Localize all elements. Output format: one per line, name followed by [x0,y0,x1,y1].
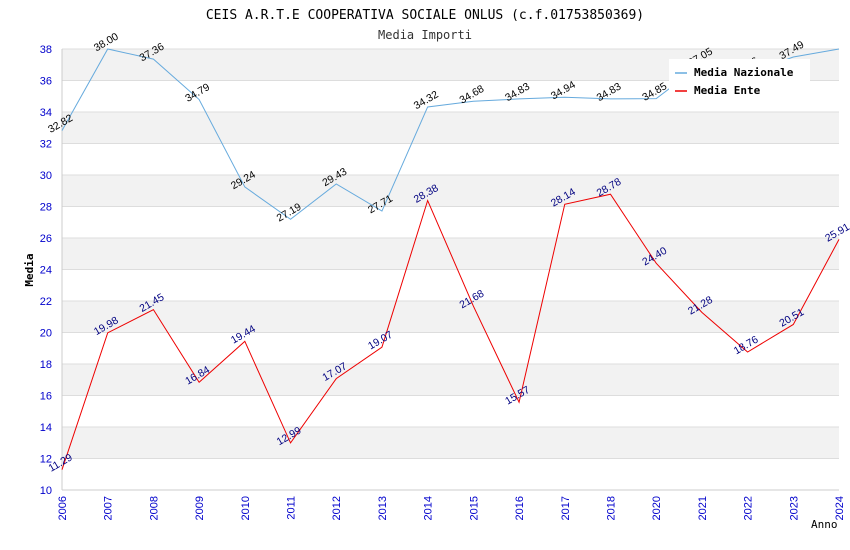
x-tick-2007: 2007 [103,496,115,520]
y-tick-12: 12 [40,454,52,466]
data-label-media-nazionale-2014: 34.32 [412,89,441,113]
x-tick-2020: 2020 [651,496,663,520]
series-line-media-ente [61,193,840,470]
x-tick-2018: 2018 [605,496,617,520]
band-20 [62,301,839,333]
legend-label-media-ente: Media Ente [694,84,761,97]
legend: Media Nazionale Media Ente [669,59,810,101]
x-tick-2012: 2012 [331,496,343,520]
x-tick-2009: 2009 [194,496,206,520]
data-label-media-ente-2022: 18.76 [732,334,761,358]
x-axis-ticks: 2006 2007 2008 2009 2010 2011 2012 2013 2014 2015… [57,496,846,520]
y-tick-22: 22 [40,296,52,308]
x-tick-2014: 2014 [423,496,435,520]
legend-box [669,59,810,101]
x-tick-2013: 2013 [377,496,389,520]
x-tick-2010: 2010 [240,496,252,520]
axes [61,49,839,491]
y-tick-20: 20 [40,328,52,340]
y-tick-14: 14 [40,422,52,434]
band-12 [62,427,839,459]
data-label-media-nazionale-2016: 34.83 [503,80,532,104]
chart-subtitle: Media Importi [378,28,472,42]
y-tick-16: 16 [40,391,52,403]
y-tick-10: 10 [40,485,52,497]
x-tick-2021: 2021 [697,496,709,520]
y-tick-32: 32 [40,139,52,151]
x-tick-2022: 2022 [743,496,755,520]
y-tick-30: 30 [40,170,52,182]
plot-background-bands [62,49,839,459]
legend-label-media-nazionale: Media Nazionale [694,66,794,79]
y-tick-18: 18 [40,359,52,371]
band-32 [62,112,839,144]
x-axis-label: Anno [811,518,838,531]
x-tick-2008: 2008 [148,496,160,520]
data-label-media-nazionale-2015: 34.68 [457,83,486,107]
data-label-media-nazionale-2020: 34.85 [640,80,669,104]
y-tick-28: 28 [40,202,52,214]
data-label-media-nazionale-2018: 34.83 [595,80,624,104]
x-tick-2023: 2023 [788,496,800,520]
y-tick-24: 24 [40,265,52,277]
band-28 [62,175,839,207]
y-tick-34: 34 [40,107,52,119]
chart-title: CEIS A.R.T.E COOPERATIVA SOCIALE ONLUS (… [206,8,644,23]
x-tick-2016: 2016 [514,496,526,520]
x-tick-2011: 2011 [286,496,298,520]
x-tick-2006: 2006 [57,496,69,520]
x-tick-2017: 2017 [560,496,572,520]
y-tick-26: 26 [40,233,52,245]
data-label-media-nazionale-2017: 34.94 [549,79,578,103]
x-tick-2015: 2015 [468,496,480,520]
y-tick-38: 38 [40,44,52,56]
y-tick-36: 36 [40,76,52,88]
y-axis-ticks: 10 12 14 16 18 20 22 24 26 28 30 32 34 36 38 [40,44,52,497]
y-axis-label: Media [23,253,36,286]
data-label-media-nazionale-2009: 34.79 [183,81,212,105]
x-tick-2024: 2024 [834,496,846,520]
band-16 [62,364,839,396]
